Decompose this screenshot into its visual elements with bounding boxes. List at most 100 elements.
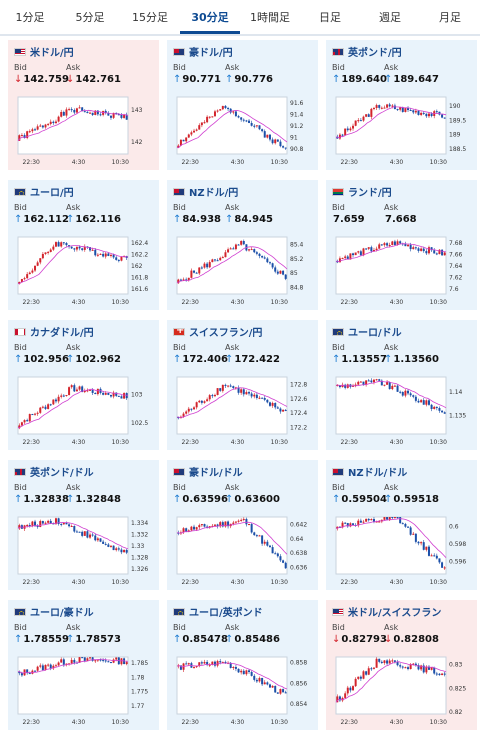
pair-title[interactable]: ユーロ/ドル xyxy=(332,324,402,339)
currency-card[interactable]: 英ポンド/ドル Bid Ask ↑1.32838 ↑1.32848 1.334 1… xyxy=(8,460,159,590)
pair-title[interactable]: 米ドル/スイスフラン xyxy=(332,604,441,619)
candlestick-chart: 143 142 22:30 4:30 10:30 xyxy=(17,96,143,166)
mini-chart[interactable]: 1.14 1.135 22:30 4:30 10:30 xyxy=(332,374,472,446)
pair-name: NZドル/ドル xyxy=(348,468,408,479)
candle xyxy=(39,407,42,413)
candle xyxy=(380,380,383,386)
mini-chart[interactable]: 85.4 85.2 85 84.8 22:30 4:30 10:30 xyxy=(173,234,313,306)
currency-card[interactable]: NZドル/円 Bid Ask ↑84.938 ↑84.945 85.4 85.2 8… xyxy=(167,180,318,310)
candle xyxy=(41,406,44,408)
mini-chart[interactable]: 7.68 7.66 7.64 7.62 7.6 22:30 4:30 10:30 xyxy=(332,234,472,306)
candle xyxy=(234,244,237,250)
currency-card[interactable]: ランド/円 Bid Ask 7.659 7.668 7.68 7.66 7.64 7.… xyxy=(326,180,477,310)
mini-chart[interactable]: 143 142 22:30 4:30 10:30 xyxy=(14,94,154,166)
candle xyxy=(83,390,86,393)
pair-title[interactable]: 英ポンド/円 xyxy=(332,44,402,59)
moving-average-line xyxy=(17,388,129,429)
pair-title[interactable]: 英ポンド/ドル xyxy=(14,464,94,479)
candle xyxy=(195,527,198,530)
x-tick-label: 10:30 xyxy=(112,439,129,446)
currency-card[interactable]: 英ポンド/円 Bid Ask ↑189.640 ↑189.647 190 189.… xyxy=(326,40,477,170)
candle xyxy=(383,517,386,520)
mini-chart[interactable]: 162.4 162.2 162 161.8 161.6 22:30 4:30 10:30 xyxy=(14,234,154,306)
pair-title[interactable]: NZドル/円 xyxy=(173,184,238,199)
candle xyxy=(396,241,399,245)
currency-card[interactable]: 米ドル/円 Bid Ask ↓142.759 ↓142.761 143 142 22… xyxy=(8,40,159,170)
currency-card[interactable]: カナダドル/円 Bid Ask ↑102.956 ↑102.962 103 102… xyxy=(8,320,159,450)
pair-title[interactable]: 豪ドル/円 xyxy=(173,44,233,59)
y-tick-label: 0.858 xyxy=(290,660,307,667)
candle xyxy=(203,661,206,664)
pair-title[interactable]: ユーロ/英ポンド xyxy=(173,604,263,619)
tab-1[interactable]: 5分足 xyxy=(75,11,105,24)
mini-chart[interactable]: 172.8 172.6 172.4 172.2 22:30 4:30 10:30 xyxy=(173,374,313,446)
currency-card[interactable]: ユーロ/ドル Bid Ask ↑1.13557 ↑1.13560 1.14 1.1… xyxy=(326,320,477,450)
currency-card[interactable]: NZドル/ドル Bid Ask ↑0.59504 ↑0.59518 0.6 0.5… xyxy=(326,460,477,590)
tab-4[interactable]: 1時間足 xyxy=(250,11,290,24)
x-tick-label: 22:30 xyxy=(182,299,199,306)
y-tick-label: 0.825 xyxy=(449,685,466,692)
candle xyxy=(365,114,368,117)
candle xyxy=(388,244,391,246)
currency-card[interactable]: スイスフラン/円 Bid Ask ↑172.406 ↑172.422 172.8… xyxy=(167,320,318,450)
candle xyxy=(261,256,264,258)
tab-5[interactable]: 日足 xyxy=(319,11,341,24)
candle xyxy=(81,657,84,659)
up-arrow-icon: ↑ xyxy=(14,354,23,365)
currency-card[interactable]: ユーロ/豪ドル Bid Ask ↑1.78559 ↑1.78573 1.785 1… xyxy=(8,600,159,730)
pair-title[interactable]: 豪ドル/ドル xyxy=(173,464,243,479)
mini-chart[interactable]: 0.83 0.825 0.82 22:30 4:30 10:30 xyxy=(332,654,472,726)
tab-6[interactable]: 週足 xyxy=(379,11,401,24)
currency-card[interactable]: ユーロ/英ポンド Bid Ask ↑0.85478 ↑0.85486 0.858… xyxy=(167,600,318,730)
mini-chart[interactable]: 0.642 0.64 0.638 0.636 22:30 4:30 10:30 xyxy=(173,514,313,586)
pair-title[interactable]: スイスフラン/円 xyxy=(173,324,262,339)
candle xyxy=(412,533,415,535)
pair-title[interactable]: 米ドル/円 xyxy=(14,44,74,59)
mini-chart[interactable]: 1.785 1.78 1.775 1.77 22:30 4:30 10:30 xyxy=(14,654,154,726)
candle xyxy=(232,386,235,389)
candle xyxy=(112,659,115,663)
candle xyxy=(198,400,201,403)
pair-title[interactable]: ユーロ/豪ドル xyxy=(14,604,94,619)
pair-title[interactable]: NZドル/ドル xyxy=(332,464,407,479)
candle xyxy=(242,119,245,121)
candle xyxy=(393,105,396,110)
bid-label: Bid xyxy=(173,343,186,352)
pair-title[interactable]: ユーロ/円 xyxy=(14,184,74,199)
mini-chart[interactable]: 1.334 1.332 1.33 1.328 1.326 22:30 4:30 10:30 xyxy=(14,514,154,586)
candle xyxy=(34,265,37,271)
currency-card[interactable]: 豪ドル/円 Bid Ask ↑90.771 ↑90.776 91.6 91.4 91… xyxy=(167,40,318,170)
candle xyxy=(78,657,81,663)
pair-title[interactable]: ランド/円 xyxy=(332,184,392,199)
bid-label: Bid xyxy=(14,623,27,632)
mini-chart[interactable]: 190 189.5 189 188.5 22:30 4:30 10:30 xyxy=(332,94,472,166)
candle xyxy=(208,116,211,118)
tab-7[interactable]: 月足 xyxy=(439,11,461,24)
candle xyxy=(109,394,112,397)
moving-average-line xyxy=(17,658,129,674)
pair-title[interactable]: カナダドル/円 xyxy=(14,324,94,339)
candle xyxy=(73,659,76,663)
candle xyxy=(89,112,92,114)
currency-card[interactable]: 米ドル/スイスフラン Bid Ask ↓0.82793 ↓0.82808 0.8… xyxy=(326,600,477,730)
mini-chart[interactable]: 91.6 91.4 91.2 91 90.8 22:30 4:30 10:30 xyxy=(173,94,313,166)
candle xyxy=(237,244,240,246)
chart-plot-area xyxy=(176,656,288,715)
mini-chart[interactable]: 0.858 0.856 0.854 22:30 4:30 10:30 xyxy=(173,654,313,726)
candle xyxy=(279,556,282,561)
mini-chart[interactable]: 0.6 0.598 0.596 22:30 4:30 10:30 xyxy=(332,514,472,586)
y-tick-label: 1.334 xyxy=(131,520,148,527)
candle xyxy=(386,517,389,520)
bid-value: ↑0.59504 xyxy=(332,494,387,505)
candle xyxy=(378,105,381,108)
tab-3[interactable]: 30分足 xyxy=(180,0,240,34)
y-tick-label: 0.638 xyxy=(290,550,307,557)
tab-0[interactable]: 1分足 xyxy=(15,11,45,24)
currency-card[interactable]: 豪ドル/ドル Bid Ask ↑0.63596 ↑0.63600 0.642 0.… xyxy=(167,460,318,590)
currency-card[interactable]: ユーロ/円 Bid Ask ↑162.112 ↑162.116 162.4 162… xyxy=(8,180,159,310)
mini-chart[interactable]: 103 102.5 22:30 4:30 10:30 xyxy=(14,374,154,446)
bid-value: ↑172.406 xyxy=(173,354,228,365)
tab-2[interactable]: 15分足 xyxy=(132,11,168,24)
candle xyxy=(18,135,21,141)
candle xyxy=(253,675,256,680)
